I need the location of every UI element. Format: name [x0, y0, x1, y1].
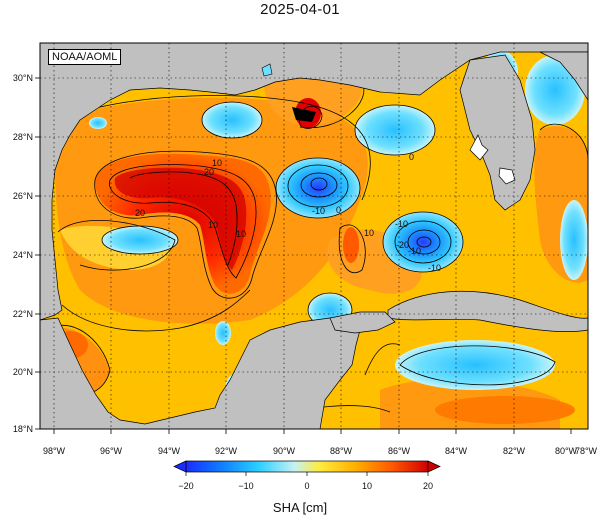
lat-tick-label: 26°N: [13, 191, 33, 201]
yucatan-tip: [329, 311, 396, 334]
map-title: 2025-04-01: [260, 1, 340, 18]
lon-tick-label: 94°W: [158, 446, 181, 456]
inland-lake: [261, 63, 273, 77]
latitude-labels: 30°N 28°N 26°N 24°N 22°N 20°N 18°N: [13, 73, 33, 434]
cold-eddy: [102, 226, 178, 254]
warm-anomaly: [343, 227, 359, 263]
map-frame: [39, 42, 589, 430]
lon-tick-label: 78°W: [575, 446, 598, 456]
warm-anomaly: [435, 396, 575, 424]
cold-eddy: [215, 321, 231, 345]
mississippi-delta-marker: [292, 107, 316, 122]
contour-label: 10: [208, 220, 218, 230]
tick-marks: [35, 77, 572, 434]
contour-label: 0: [336, 205, 341, 215]
lon-tick-label: 84°W: [445, 446, 468, 456]
colorbar-tick-label: 20: [423, 481, 433, 491]
colorbar-title: SHA [cm]: [272, 500, 328, 515]
contour-label: 20: [204, 167, 214, 177]
credit-label: NOAA/AOML: [48, 49, 122, 65]
colorbar-tick-label: 0: [304, 481, 309, 491]
graticule: [40, 43, 588, 429]
contour-lines: [47, 55, 588, 426]
lat-tick-label: 30°N: [13, 73, 33, 83]
contour-labels: 10 20 20 10 -10 0 -10 10 -20 -10 -10 0 1…: [135, 152, 441, 273]
contour-label: -10: [312, 206, 325, 216]
lat-tick-label: 28°N: [13, 132, 33, 142]
cold-eddy: [560, 200, 588, 280]
lat-tick-label: 20°N: [13, 367, 33, 377]
contour-label: -10: [428, 263, 441, 273]
lon-tick-label: 92°W: [215, 446, 238, 456]
cold-eddy: [355, 105, 435, 155]
contour-label: 10: [212, 158, 222, 168]
cold-eddy: [395, 340, 555, 390]
longitude-labels: 98°W 96°W 94°W 92°W 90°W 88°W 86°W 84°W …: [43, 446, 598, 456]
colorbar-gradient: [185, 460, 429, 473]
cold-core-eddy: [276, 158, 360, 218]
florida-peninsula: [459, 54, 536, 211]
colorbar-min-arrow: [173, 460, 187, 473]
colorbar-max-arrow: [427, 460, 441, 473]
lon-tick-label: 86°W: [388, 446, 411, 456]
contour-label: 10: [236, 229, 246, 239]
contour-label: -10: [408, 246, 421, 256]
contour-label: 0: [409, 152, 414, 162]
lat-tick-label: 22°N: [13, 309, 33, 319]
lon-tick-label: 88°W: [330, 446, 353, 456]
map-plot-area: 10 20 20 10 -10 0 -10 10 -20 -10 -10 0 1…: [40, 43, 588, 429]
cold-eddy: [89, 117, 107, 129]
lat-tick-label: 24°N: [13, 250, 33, 260]
lon-tick-label: 98°W: [43, 446, 66, 456]
lake-okeechobee: [469, 134, 489, 161]
lon-tick-label: 80°W: [555, 446, 578, 456]
contour-label: -20: [396, 240, 409, 250]
cuba: [387, 290, 588, 332]
inland-lake: [498, 167, 516, 185]
colorbar-tick-label: −10: [238, 481, 253, 491]
lon-tick-label: 90°W: [273, 446, 296, 456]
colorbar-tick-label: 10: [362, 481, 372, 491]
contour-label: 10: [364, 228, 374, 238]
cold-eddy: [202, 102, 262, 138]
mexico-yucatan: [40, 317, 361, 429]
land: [40, 43, 588, 429]
contour-label: 20: [135, 208, 145, 218]
colorbar: −20 −10 0 10 20: [173, 460, 441, 491]
warm-core-eddy-center: [114, 167, 247, 270]
lon-tick-label: 82°W: [503, 446, 526, 456]
colorbar-tick-label: −20: [178, 481, 193, 491]
lat-tick-label: 18°N: [13, 424, 33, 434]
contour-label: -10: [395, 219, 408, 229]
lon-tick-label: 96°W: [100, 446, 123, 456]
atlantic-coast: [539, 51, 588, 101]
